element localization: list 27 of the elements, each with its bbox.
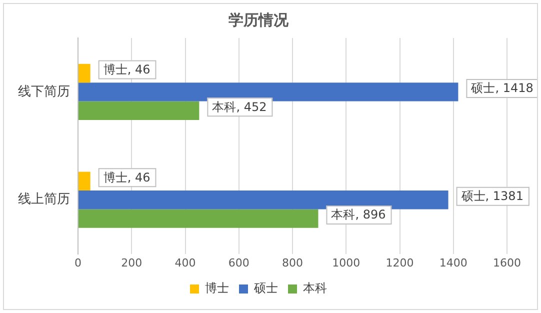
legend-label: 本科 (303, 281, 327, 296)
bar (78, 172, 90, 190)
data-label: 本科, 896 (331, 208, 386, 222)
bar (78, 209, 318, 228)
x-tick-label: 1200 (386, 256, 414, 270)
bar (78, 64, 90, 83)
y-tick-label: 线上简历 (18, 192, 70, 208)
data-label: 本科, 452 (212, 100, 267, 114)
x-tick-label: 200 (121, 256, 142, 270)
x-tick-label: 0 (74, 256, 82, 270)
bar (78, 101, 200, 120)
legend-label: 博士 (205, 281, 229, 296)
bar (78, 190, 448, 210)
y-tick-label: 线下简历 (18, 84, 70, 100)
x-tick-label: 1400 (439, 256, 468, 270)
bar (78, 82, 458, 102)
x-tick-label: 1000 (332, 256, 360, 270)
data-label: 博士, 46 (103, 170, 150, 184)
chart-title: 学历情况 (228, 10, 290, 29)
data-label: 博士, 46 (103, 62, 150, 76)
data-label: 硕士, 1381 (460, 188, 524, 203)
x-tick-label: 1600 (493, 256, 521, 270)
data-label: 硕士, 1418 (470, 81, 534, 96)
x-tick-label: 400 (174, 256, 196, 270)
legend-label: 硕士 (253, 281, 278, 296)
x-tick-label: 800 (282, 256, 303, 270)
x-tick-label: 600 (228, 256, 250, 270)
